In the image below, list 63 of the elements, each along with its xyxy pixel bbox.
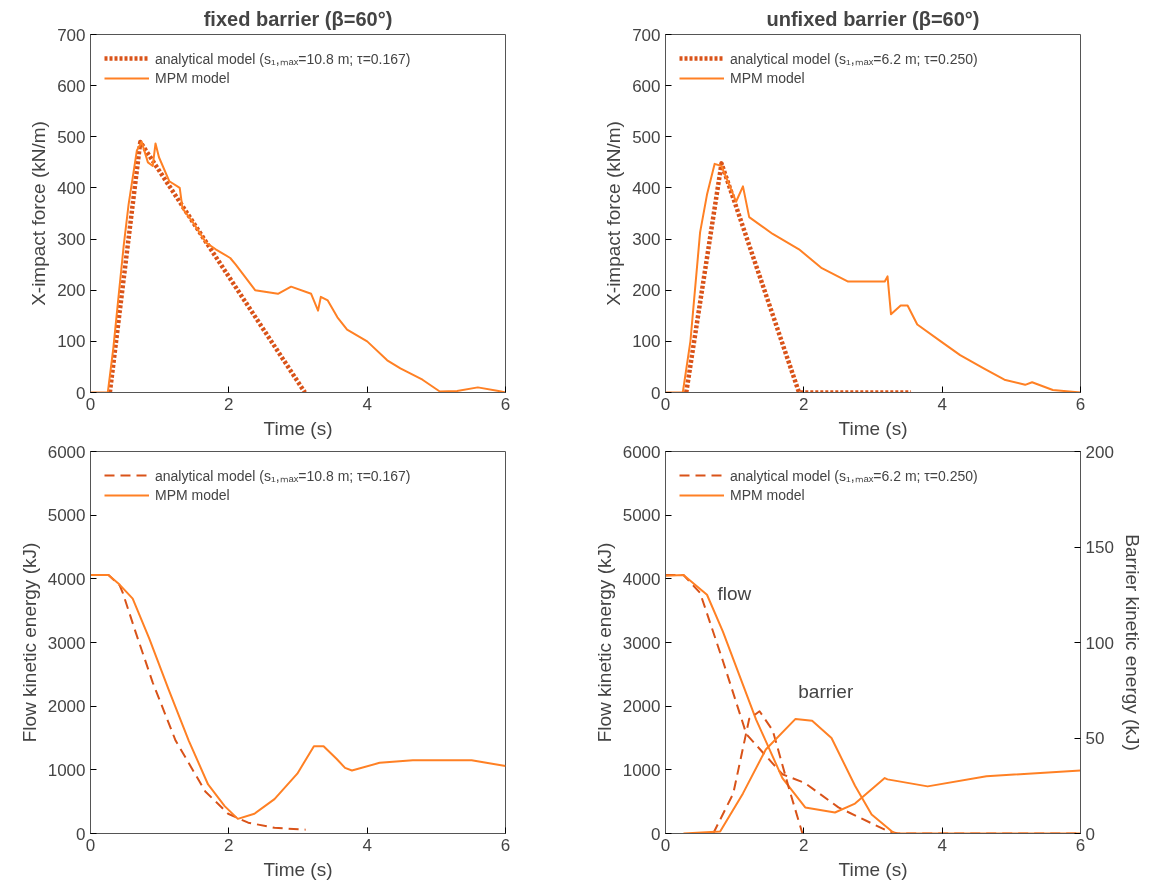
legend-label: analytical model (s₁,ₘₐₓ=6.2 m; τ=0.250) — [730, 466, 978, 485]
y-tick-label: 400 — [57, 178, 86, 198]
y2-axis-title: Barrier kinetic energy (kJ) — [1121, 534, 1143, 751]
y2-tick-label: 150 — [1085, 538, 1114, 557]
y-tick-label: 200 — [57, 281, 86, 301]
y-tick-label: 4000 — [622, 569, 661, 589]
x-tick-label: 2 — [224, 835, 234, 855]
x-tick-label: 6 — [1075, 394, 1086, 414]
y-tick-label: 1000 — [47, 760, 86, 780]
x-tick-label: 6 — [1075, 835, 1086, 855]
y-tick-label: 600 — [57, 76, 86, 96]
legend-label: MPM model — [730, 487, 805, 503]
x-axis-title: Time (s) — [263, 858, 333, 880]
legend-label: analytical model (s₁,ₘₐₓ=10.8 m; τ=0.167) — [155, 466, 411, 485]
x-tick-label: 4 — [362, 394, 372, 414]
y-tick-label: 5000 — [622, 506, 661, 526]
x-tick-label: 4 — [362, 835, 372, 855]
y-tick-label: 500 — [57, 127, 86, 147]
y2-tick-label: 200 — [1085, 442, 1114, 462]
y-axis-title: X-impact force (kN/m) — [28, 121, 50, 306]
y-tick-label: 5000 — [47, 506, 86, 526]
x-tick-label: 4 — [937, 394, 947, 414]
y-tick-label: 4000 — [47, 569, 86, 589]
y-tick-label: 300 — [57, 230, 86, 250]
x-tick-label: 2 — [799, 835, 809, 855]
x-tick-label: 2 — [799, 394, 809, 414]
x-tick-label: 2 — [224, 394, 234, 414]
annotation: flow — [717, 583, 752, 605]
y-tick-label: 100 — [57, 332, 86, 352]
y-tick-label: 2000 — [47, 697, 86, 717]
legend-label: analytical model (s₁,ₘₐₓ=6.2 m; τ=0.250) — [730, 49, 978, 68]
y-tick-label: 3000 — [622, 633, 661, 653]
annotation: barrier — [798, 680, 854, 702]
x-axis-title: Time (s) — [263, 417, 333, 439]
y2-tick-label: 100 — [1085, 633, 1114, 653]
y2-tick-label: 50 — [1085, 729, 1105, 748]
y-tick-label: 200 — [632, 281, 661, 301]
legend-label: MPM model — [155, 487, 230, 503]
y-axis-title: Flow kinetic energy (kJ) — [593, 542, 615, 743]
x-tick-label: 6 — [500, 394, 511, 414]
legend-label: analytical model (s₁,ₘₐₓ=10.8 m; τ=0.167) — [155, 49, 411, 68]
y-tick-label: 700 — [632, 25, 661, 45]
y-tick-label: 700 — [57, 25, 86, 45]
x-axis-title: Time (s) — [838, 417, 908, 439]
x-tick-label: 4 — [937, 835, 947, 855]
y-tick-label: 500 — [632, 127, 661, 147]
y-tick-label: 300 — [632, 230, 661, 250]
y-axis-title: X-impact force (kN/m) — [603, 121, 625, 306]
y-tick-label: 600 — [632, 76, 661, 96]
y-tick-label: 6000 — [47, 442, 86, 462]
y-tick-label: 100 — [632, 332, 661, 352]
legend-label: MPM model — [155, 70, 230, 86]
y-tick-label: 400 — [632, 178, 661, 198]
x-tick-label: 6 — [500, 835, 511, 855]
y-axis-title: Flow kinetic energy (kJ) — [18, 542, 40, 743]
y-tick-label: 1000 — [622, 760, 661, 780]
y-tick-label: 2000 — [622, 697, 661, 717]
chart-title: fixed barrier (β=60°) — [203, 7, 393, 30]
legend-label: MPM model — [730, 70, 805, 86]
x-axis-title: Time (s) — [838, 858, 908, 880]
y-tick-label: 6000 — [622, 442, 661, 462]
y-tick-label: 3000 — [47, 633, 86, 653]
chart-title: unfixed barrier (β=60°) — [766, 7, 980, 30]
